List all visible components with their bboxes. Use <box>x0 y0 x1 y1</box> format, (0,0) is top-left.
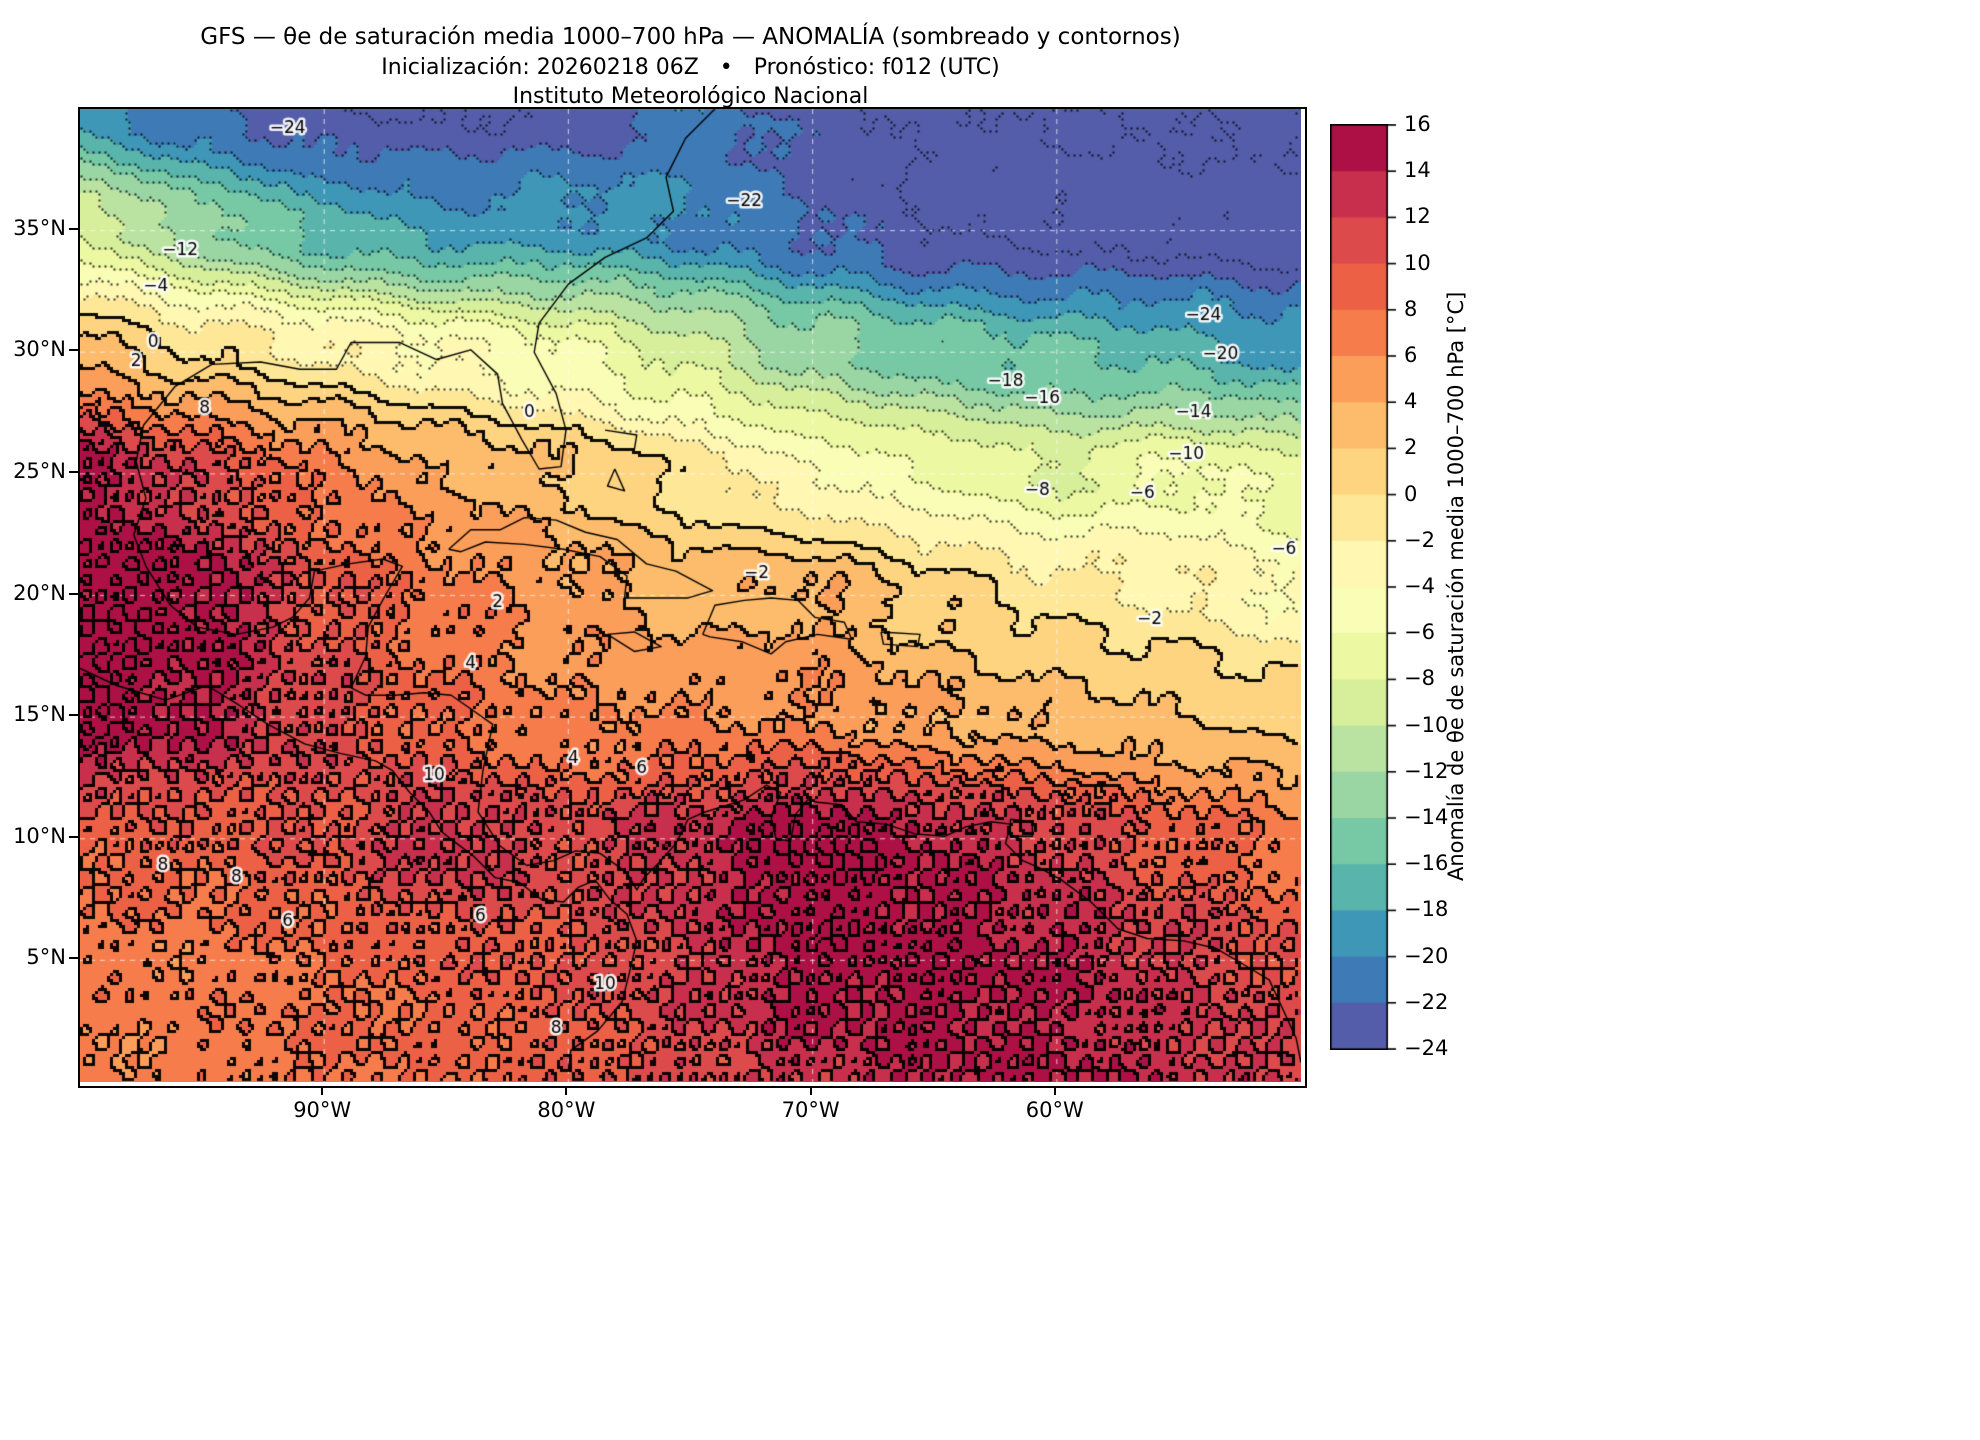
colorbar-tick-label: 0 <box>1404 481 1418 506</box>
x-tick-label: 80°W <box>537 1098 596 1122</box>
colorbar-tick-label: −2 <box>1404 527 1435 552</box>
colorbar-tick-label: −18 <box>1404 897 1449 922</box>
colorbar-tick-label: −10 <box>1404 712 1449 737</box>
x-tick-mark <box>809 1086 812 1095</box>
chart-title: GFS — θe de saturación media 1000–700 hP… <box>200 24 1181 50</box>
y-tick-mark <box>69 957 78 960</box>
y-tick-mark <box>69 835 78 838</box>
y-tick-mark <box>69 714 78 717</box>
x-tick-label: 90°W <box>293 1098 352 1122</box>
colorbar-tick-label: −22 <box>1404 989 1449 1014</box>
y-tick-mark <box>69 592 78 595</box>
colorbar-tick-label: 16 <box>1404 112 1431 136</box>
x-tick-mark <box>321 1086 324 1095</box>
colorbar-tick-label: 8 <box>1404 296 1418 321</box>
colorbar-tick-label: −12 <box>1404 758 1449 783</box>
colorbar-tick-label: 10 <box>1404 250 1431 275</box>
x-tick-mark <box>565 1086 568 1095</box>
colorbar-tick-label: 12 <box>1404 204 1431 229</box>
colorbar-tick-label: −16 <box>1404 851 1449 876</box>
colorbar-tick-label: −6 <box>1404 620 1435 645</box>
colorbar <box>1330 124 1400 1054</box>
y-tick-label: 35°N <box>13 215 66 240</box>
y-tick-label: 30°N <box>13 337 66 362</box>
x-tick-mark <box>1053 1086 1056 1095</box>
x-tick-label: 60°W <box>1025 1098 1084 1122</box>
colorbar-tick-label: 4 <box>1404 389 1418 414</box>
y-tick-mark <box>69 227 78 230</box>
y-tick-label: 20°N <box>13 580 66 605</box>
map-plot-area <box>78 107 1307 1088</box>
y-tick-label: 25°N <box>13 458 66 483</box>
colorbar-tick-label: −24 <box>1404 1036 1449 1060</box>
colorbar-tick-label: −14 <box>1404 805 1449 829</box>
anomaly-map-canvas <box>80 109 1301 1082</box>
x-tick-label: 70°W <box>781 1098 840 1122</box>
colorbar-label: Anomalía de θe de saturación media 1000–… <box>1444 291 1468 881</box>
y-tick-label: 10°N <box>13 823 66 848</box>
colorbar-canvas <box>1330 124 1400 1050</box>
colorbar-tick-label: 2 <box>1404 435 1418 460</box>
colorbar-tick-label: −8 <box>1404 666 1435 691</box>
colorbar-tick-label: 6 <box>1404 343 1418 367</box>
y-tick-label: 5°N <box>26 945 66 970</box>
y-tick-label: 15°N <box>13 702 66 727</box>
chart-institution: Instituto Meteorológico Nacional <box>512 84 869 109</box>
colorbar-tick-label: −20 <box>1404 943 1449 968</box>
colorbar-tick-label: 14 <box>1404 158 1431 183</box>
y-tick-mark <box>69 470 78 473</box>
colorbar-tick-label: −4 <box>1404 574 1435 598</box>
chart-subtitle: Inicialización: 20260218 06Z • Pronóstic… <box>381 55 1000 80</box>
y-tick-mark <box>69 349 78 352</box>
